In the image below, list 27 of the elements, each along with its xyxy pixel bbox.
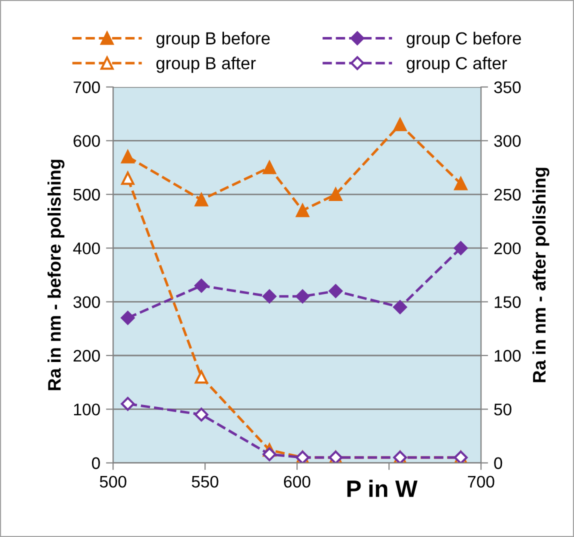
y2-tick-label: 250 xyxy=(494,188,521,201)
y2-tick-label: 200 xyxy=(494,242,521,254)
y-tick-label: 700 xyxy=(74,81,100,94)
legend-label: group B after xyxy=(156,56,256,73)
y2-tick-label: 350 xyxy=(494,81,521,94)
y-axis-title: Ra in nm - before polishing xyxy=(48,160,64,390)
y2-tick-label: 50 xyxy=(494,404,512,416)
x-tick-label: 500 xyxy=(100,476,126,488)
x-tick-label: 700 xyxy=(468,476,494,488)
x-tick-label: 600 xyxy=(284,476,310,488)
x-tick-label: 550 xyxy=(192,476,218,488)
legend-label: group C before xyxy=(406,32,521,48)
y-tick-label: 300 xyxy=(73,296,100,308)
y-tick-label: 100 xyxy=(74,404,100,416)
y2-tick-label: 150 xyxy=(494,296,521,308)
y-tick-label: 200 xyxy=(74,350,100,362)
y2-tick-label: 100 xyxy=(494,350,521,362)
legend-label: group B before xyxy=(156,32,270,48)
y2-axis-title: Ra in nm - after polishing xyxy=(532,168,550,382)
y2-tick-label: 300 xyxy=(494,135,521,147)
y2-tick-label: 0 xyxy=(494,457,502,470)
y-tick-label: 500 xyxy=(73,188,100,201)
y-tick-label: 400 xyxy=(73,242,100,254)
y-tick-label: 0 xyxy=(92,457,100,470)
x-axis-title: P in W xyxy=(347,480,418,497)
y-tick-label: 600 xyxy=(74,135,100,147)
legend-label: group C after xyxy=(406,56,507,73)
